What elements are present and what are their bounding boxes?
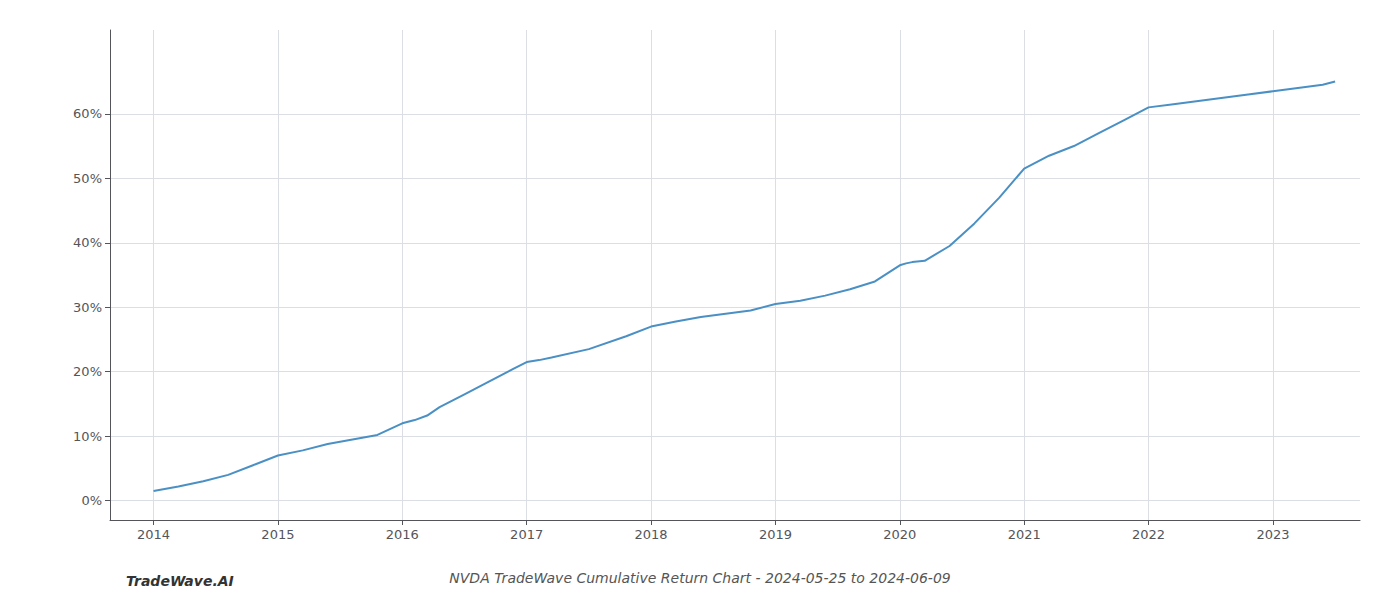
- svg-text:2023: 2023: [1256, 527, 1289, 542]
- svg-text:2022: 2022: [1132, 527, 1165, 542]
- svg-text:2021: 2021: [1008, 527, 1041, 542]
- svg-text:2019: 2019: [759, 527, 792, 542]
- svg-text:50%: 50%: [73, 171, 102, 186]
- svg-text:30%: 30%: [73, 300, 102, 315]
- svg-text:10%: 10%: [73, 429, 102, 444]
- svg-text:2017: 2017: [510, 527, 543, 542]
- svg-text:NVDA TradeWave Cumulative Retu: NVDA TradeWave Cumulative Return Chart -…: [449, 570, 950, 586]
- svg-text:2020: 2020: [883, 527, 916, 542]
- svg-text:60%: 60%: [73, 106, 102, 121]
- svg-text:TradeWave.AI: TradeWave.AI: [126, 573, 234, 589]
- svg-text:2016: 2016: [386, 527, 419, 542]
- svg-text:2018: 2018: [634, 527, 667, 542]
- svg-text:20%: 20%: [73, 364, 102, 379]
- svg-text:40%: 40%: [73, 235, 102, 250]
- svg-text:2014: 2014: [137, 527, 170, 542]
- svg-text:0%: 0%: [81, 493, 102, 508]
- svg-text:2015: 2015: [261, 527, 294, 542]
